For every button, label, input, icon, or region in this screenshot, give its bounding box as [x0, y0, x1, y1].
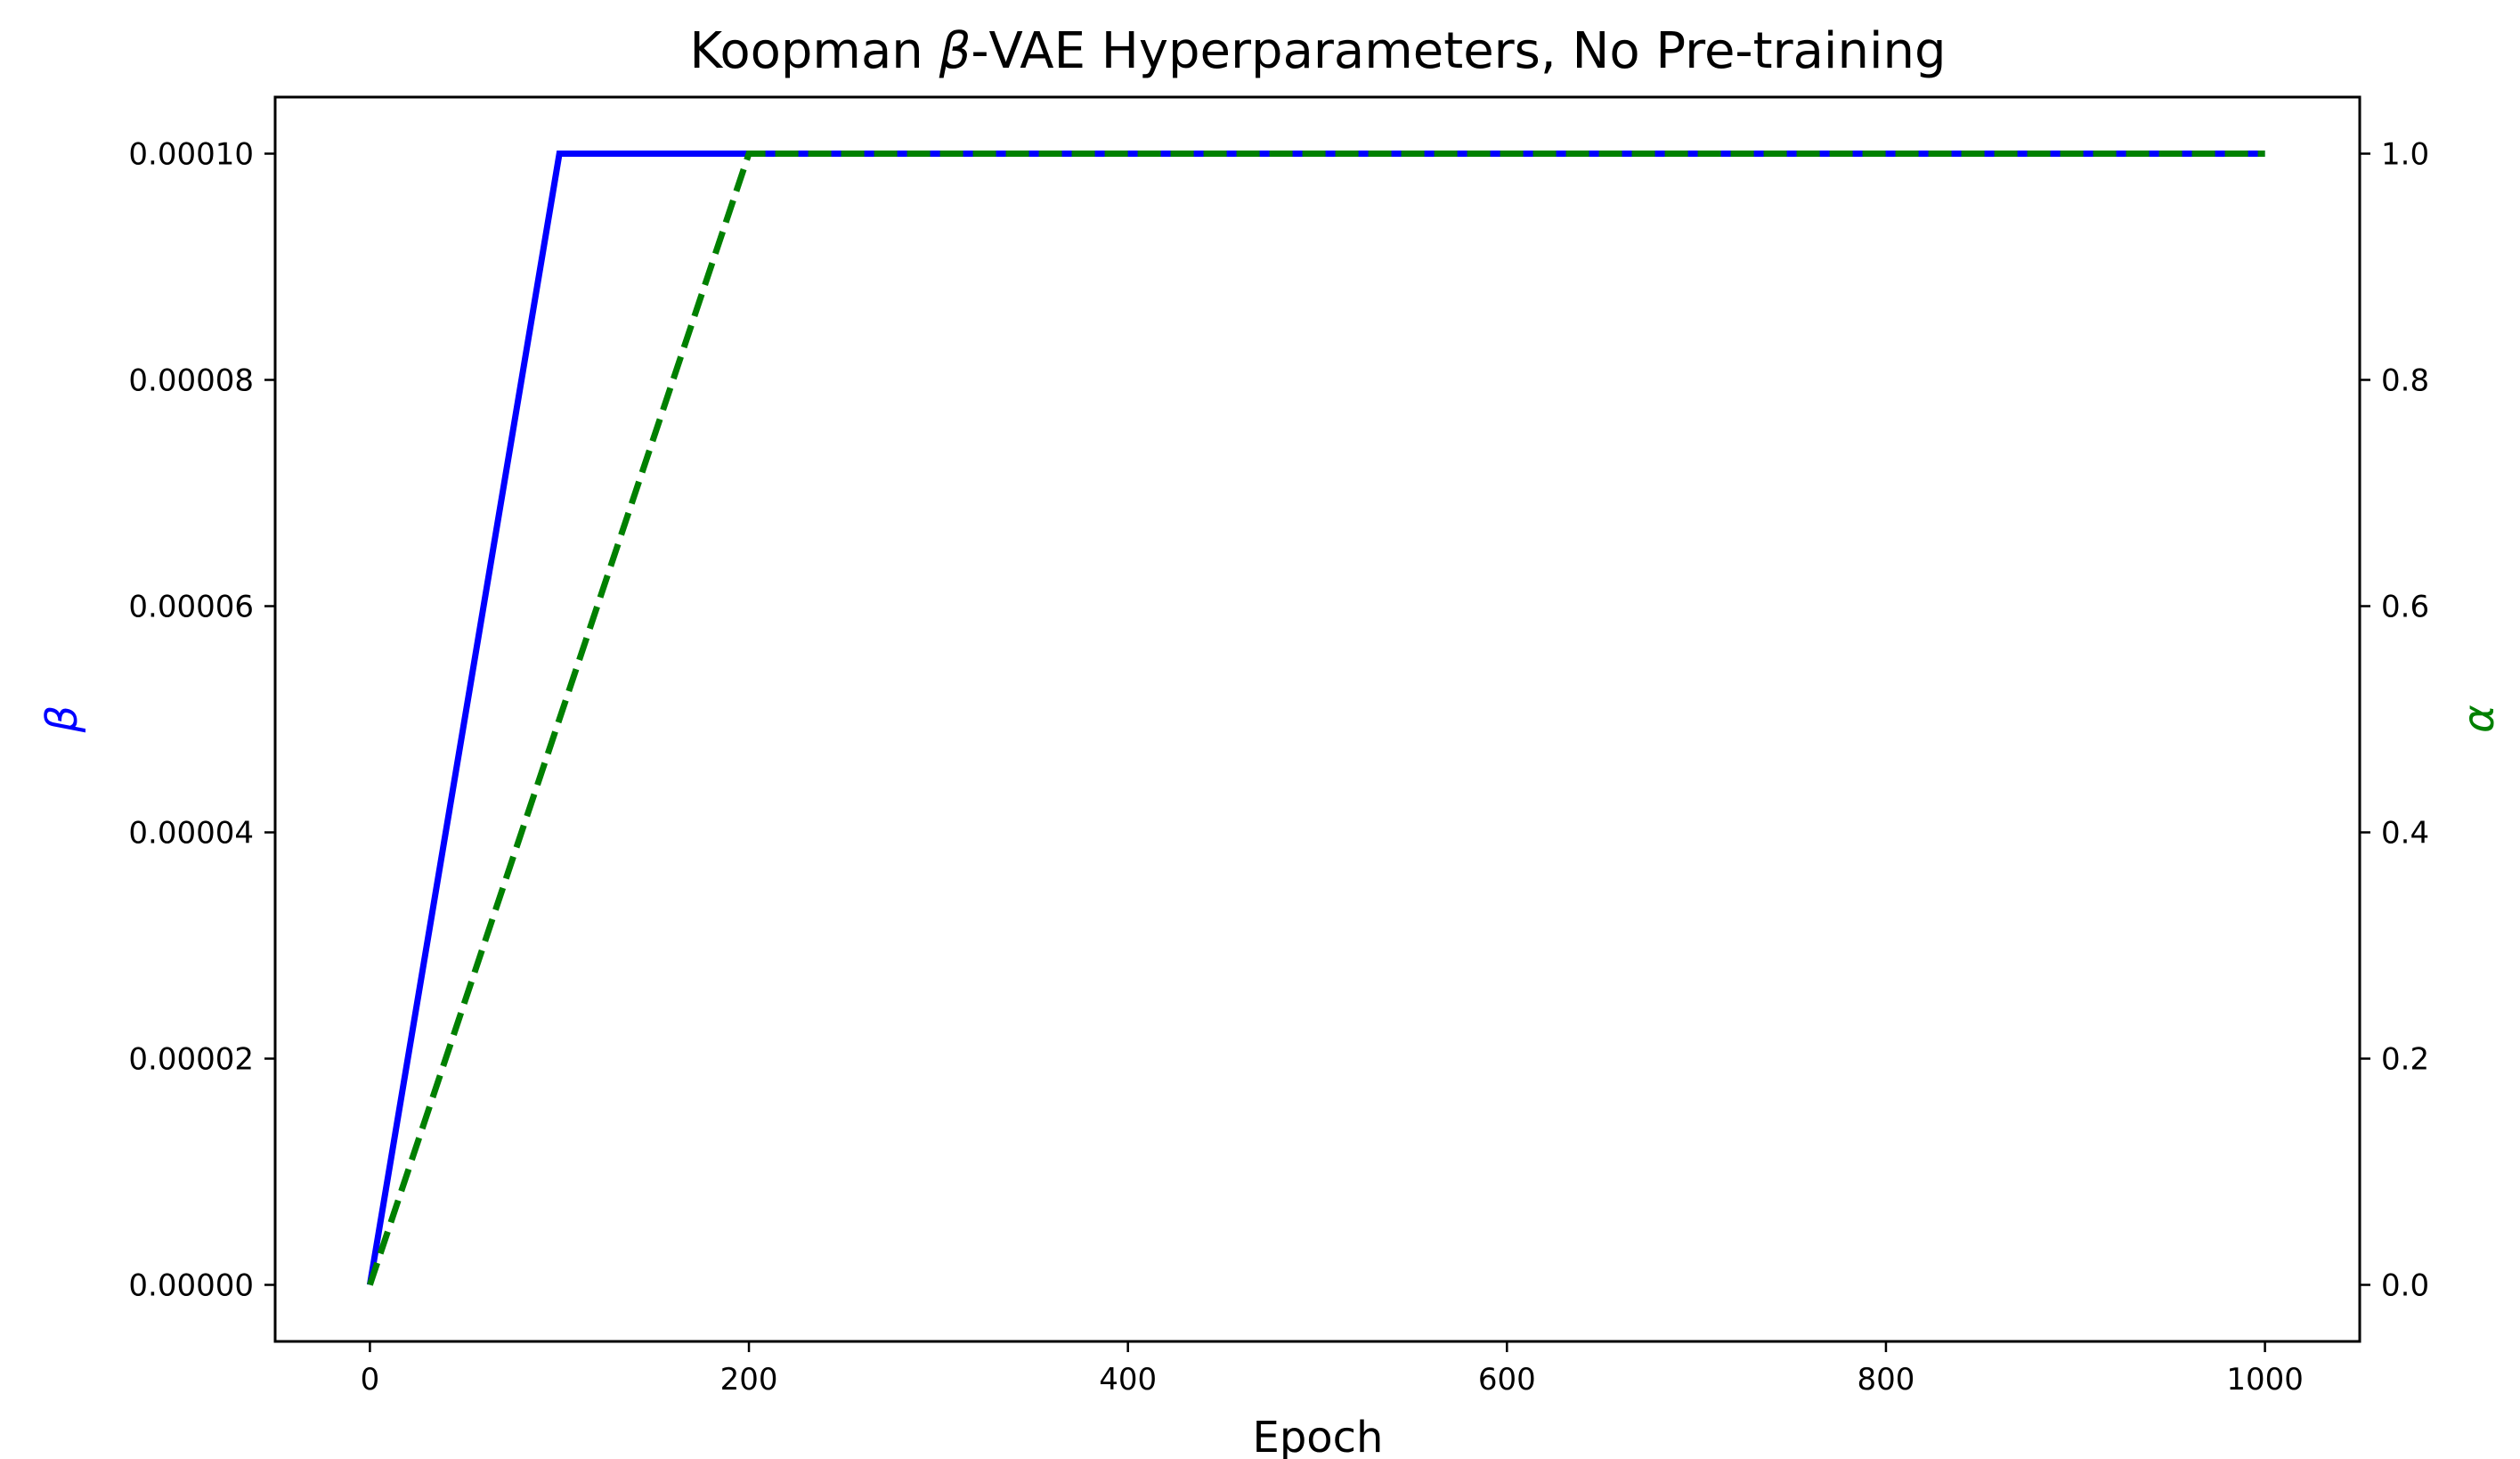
x-tick-label: 1000: [2226, 1362, 2304, 1398]
y-right-tick-label: 0.2: [2381, 1042, 2429, 1078]
x-tick-label: 400: [1099, 1362, 1157, 1398]
series-line-right-axis: [367, 151, 2265, 1286]
y-left-tick-label: 0.00006: [128, 590, 254, 625]
y-right-tick-label: 1.0: [2381, 137, 2429, 173]
y-right-tick-label: 0.6: [2381, 590, 2429, 625]
y-right-axis-title: α: [2454, 705, 2504, 733]
y-right-tick-label: 0.0: [2381, 1268, 2429, 1304]
y-right-tick-label: 0.4: [2381, 816, 2429, 852]
chart-title: Koopman β-VAE Hyperparameters, No Pre-tr…: [689, 22, 1946, 80]
chart-title-prefix: Koopman: [689, 22, 939, 80]
y-left-tick-label: 0.00010: [128, 137, 254, 173]
x-tick-label: 800: [1857, 1362, 1915, 1398]
chart-title-suffix: -VAE Hyperparameters, No Pre-training: [971, 22, 1946, 80]
y-left-tick-label: 0.00002: [128, 1042, 254, 1078]
y-left-axis-title: β: [37, 705, 87, 734]
x-tick-label: 0: [361, 1362, 380, 1398]
plot-frame: [273, 95, 2361, 1343]
ticks-layer: 0 200 400 600 800 1000 0.00000 0.00002 0.00004 0.…: [128, 137, 2429, 1398]
chart-title-symbol: β: [939, 22, 971, 80]
x-tick-label: 600: [1478, 1362, 1536, 1398]
y-left-tick-label: 0.00004: [128, 816, 254, 852]
y-left-tick-label: 0.00008: [128, 363, 254, 399]
y-right-tick-label: 0.8: [2381, 363, 2429, 399]
series-layer: [366, 151, 2265, 1286]
x-tick-label: 200: [720, 1362, 778, 1398]
series-line-left-axis: [366, 151, 2265, 1286]
y-left-tick-label: 0.00000: [128, 1268, 254, 1304]
x-axis-title: Epoch: [1253, 1413, 1384, 1459]
